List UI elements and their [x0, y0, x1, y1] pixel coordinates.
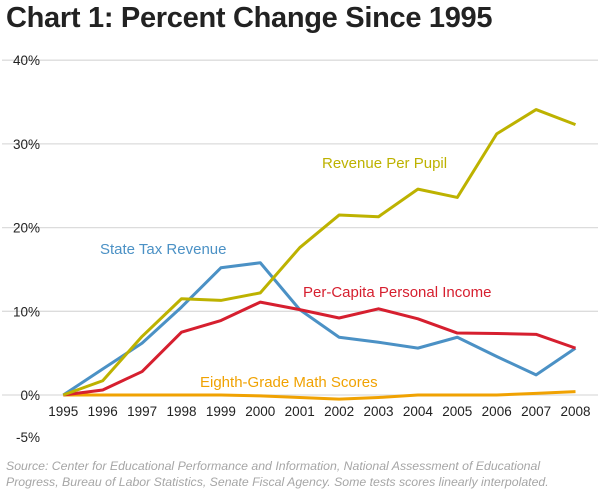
y-tick-label: 40% [13, 53, 40, 68]
y-tick-label: 20% [13, 221, 40, 236]
y-tick-label: 0% [20, 388, 40, 403]
x-tick-label: 2003 [363, 404, 393, 419]
source-note: Source: Center for Educational Performan… [6, 459, 549, 489]
x-tick-label: 2007 [521, 404, 551, 419]
series-label: Eighth-Grade Math Scores [200, 374, 378, 391]
series-label: Per-Capita Personal Income [303, 284, 491, 301]
series-label: Revenue Per Pupil [322, 155, 447, 172]
line-chart: -5% 0% 10% 20% 30% 40% 1995 1996 1997 1998 1999 200… [2, 53, 598, 445]
x-tick-label: 2005 [442, 404, 472, 419]
y-tick-label: 10% [13, 304, 40, 319]
series-line [62, 261, 577, 397]
series-line [62, 108, 577, 397]
y-tick-label: -5% [16, 430, 40, 445]
x-tick-label: 2002 [324, 404, 354, 419]
series-label: State Tax Revenue [100, 241, 226, 258]
x-tick-label: 1999 [206, 404, 236, 419]
x-tick-label: 2000 [245, 404, 275, 419]
x-tick-label: 1997 [127, 404, 157, 419]
x-tick-label: 1996 [88, 404, 118, 419]
y-tick-label: 30% [13, 137, 40, 152]
chart-title: Chart 1: Percent Change Since 1995 [6, 2, 493, 34]
x-tick-label: 2001 [285, 404, 315, 419]
series-line [63, 390, 576, 401]
x-tick-label: 1998 [166, 404, 196, 419]
x-tick-label: 2008 [560, 404, 590, 419]
series-line [63, 300, 576, 397]
x-tick-label: 2004 [403, 404, 434, 419]
x-tick-label: 1995 [48, 404, 78, 419]
x-tick-label: 2006 [482, 404, 512, 419]
